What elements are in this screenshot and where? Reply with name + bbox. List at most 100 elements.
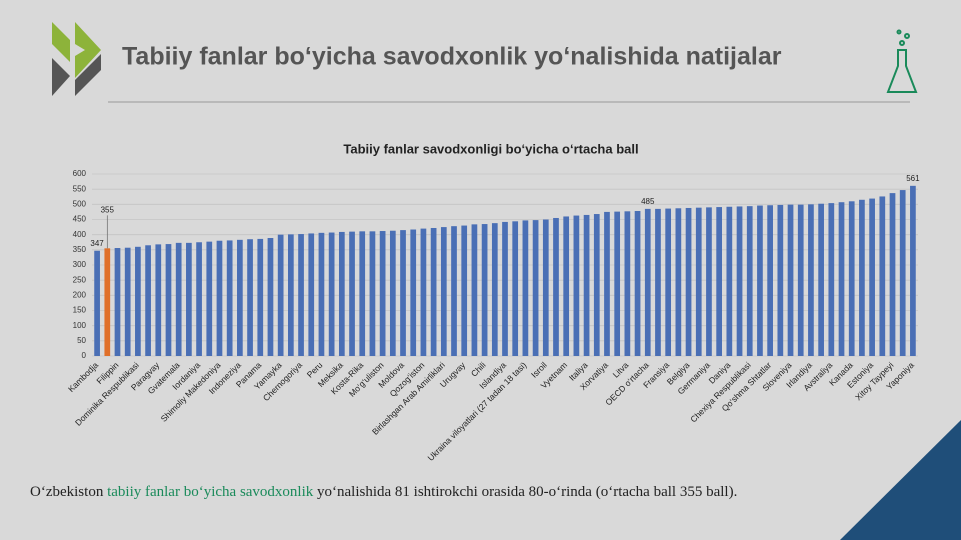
chart-title: Tabiiy fanlar savodxonligi bo‘yicha o‘rt… xyxy=(343,141,638,156)
y-tick-label: 550 xyxy=(73,184,87,193)
bar xyxy=(512,221,519,356)
bar xyxy=(634,211,641,356)
bar xyxy=(818,203,824,356)
bar xyxy=(165,244,172,356)
bar xyxy=(879,196,886,356)
bar xyxy=(379,231,386,356)
bar xyxy=(369,231,376,356)
bar xyxy=(522,220,529,356)
value-label: 561 xyxy=(906,174,920,183)
bar xyxy=(746,206,753,356)
bar xyxy=(644,208,651,356)
bar xyxy=(777,204,784,356)
y-tick-label: 100 xyxy=(73,321,87,330)
bar xyxy=(491,223,498,356)
bar xyxy=(685,207,692,356)
value-label: 355 xyxy=(101,205,115,214)
bar xyxy=(135,246,141,356)
bar xyxy=(726,206,733,356)
bar xyxy=(910,185,916,356)
bar xyxy=(808,204,814,356)
logo-shape xyxy=(75,54,101,96)
bar xyxy=(899,190,906,356)
bar xyxy=(828,203,835,356)
bar xyxy=(349,231,355,356)
bar xyxy=(706,207,712,356)
logo-shape xyxy=(52,22,70,62)
bar xyxy=(767,205,773,356)
bar xyxy=(420,228,427,356)
bar xyxy=(145,245,151,356)
bar xyxy=(114,248,121,356)
bar xyxy=(94,250,100,356)
bar xyxy=(206,241,213,356)
bar xyxy=(695,207,702,356)
bar xyxy=(410,229,417,356)
y-tick-label: 450 xyxy=(73,215,87,224)
bar xyxy=(440,227,447,356)
bar xyxy=(155,244,162,356)
bar xyxy=(237,239,243,356)
corner-decor xyxy=(840,420,961,540)
bar xyxy=(430,227,437,356)
bar xyxy=(624,211,631,356)
bar xyxy=(287,234,294,356)
logo-shape xyxy=(52,58,70,96)
bar xyxy=(736,206,743,356)
y-tick-label: 400 xyxy=(73,230,87,239)
plot: 050100150200250300350400450500550600Kamb… xyxy=(66,169,920,463)
bar xyxy=(838,202,845,356)
bar xyxy=(889,193,896,356)
bar xyxy=(604,211,610,356)
bar xyxy=(573,215,580,356)
bar xyxy=(583,214,590,356)
bar xyxy=(359,231,366,356)
footer-part: yo‘nalishida 81 ishtirokchi orasida 80-o… xyxy=(313,484,738,500)
bar xyxy=(186,242,192,356)
bar xyxy=(593,214,600,356)
bar xyxy=(451,226,457,356)
bar xyxy=(553,217,559,356)
bar xyxy=(267,238,274,356)
bar xyxy=(787,204,794,356)
bar xyxy=(675,208,682,356)
y-tick-label: 0 xyxy=(82,351,87,360)
logo-shape xyxy=(75,22,101,78)
bar xyxy=(471,224,478,356)
y-tick-label: 150 xyxy=(73,306,87,315)
bar xyxy=(308,233,315,356)
bar xyxy=(614,211,621,356)
bar xyxy=(461,225,468,356)
bar xyxy=(502,221,508,356)
bar xyxy=(532,220,539,356)
footer-text: O‘zbekiston tabiiy fanlar bo‘yicha savod… xyxy=(30,484,930,501)
bar xyxy=(196,242,202,356)
y-tick-label: 500 xyxy=(73,199,87,208)
bar xyxy=(665,208,672,356)
footer-part: O‘zbekiston xyxy=(30,484,108,500)
bar xyxy=(247,239,253,356)
bar xyxy=(389,230,396,356)
bar xyxy=(298,234,304,356)
bar xyxy=(277,234,284,356)
bar xyxy=(216,240,223,356)
bar xyxy=(226,240,233,356)
bar xyxy=(400,230,406,356)
y-tick-label: 50 xyxy=(77,336,86,345)
bar xyxy=(257,238,264,356)
bar xyxy=(175,242,182,356)
bar xyxy=(542,219,549,356)
bar xyxy=(716,207,723,356)
bar xyxy=(481,224,488,356)
value-label: 347 xyxy=(90,239,104,248)
bar xyxy=(869,198,875,356)
bar xyxy=(104,248,111,356)
bar xyxy=(848,201,855,356)
bar xyxy=(655,208,661,356)
y-tick-label: 600 xyxy=(73,169,87,178)
bar xyxy=(797,204,804,356)
y-tick-label: 350 xyxy=(73,245,87,254)
bar xyxy=(338,231,345,356)
footer-highlight: tabiiy fanlar bo‘yicha savodxonlik xyxy=(107,484,314,500)
